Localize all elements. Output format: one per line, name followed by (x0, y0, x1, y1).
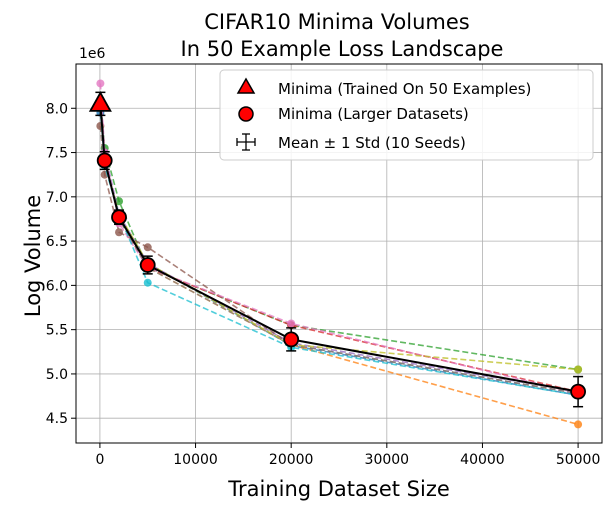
seed-point (115, 197, 124, 206)
y-multiplier-label: 1e6 (79, 46, 106, 62)
legend-frame (219, 69, 594, 161)
y-tick-label: 8.0 (46, 101, 68, 117)
larger-dataset-marker (111, 209, 127, 226)
seed-point (287, 319, 296, 328)
seed-point (143, 243, 152, 252)
x-axis-label: Training Dataset Size (227, 477, 450, 501)
x-tick-label: 50000 (556, 452, 601, 468)
larger-dataset-marker (96, 152, 113, 169)
larger-dataset-marker (139, 257, 156, 273)
x-axis-ticks: 0 10000 20000 30000 40000 50000 (95, 443, 600, 468)
y-tick-label: 7.0 (46, 190, 68, 206)
seed-line (99, 108, 579, 395)
x-tick-label: 20000 (269, 452, 314, 468)
legend-errorbar-marker (236, 133, 256, 151)
seed-line (99, 99, 579, 393)
seed-point (574, 365, 583, 374)
y-axis-ticks: 4.5 5.0 5.5 6.0 6.5 7.0 7.5 8.0 (46, 101, 76, 427)
y-axis-label: Log Volume (21, 195, 45, 317)
y-tick-label: 5.5 (46, 323, 68, 339)
legend-triangle-marker (236, 77, 256, 94)
y-tick-label: 6.5 (46, 234, 68, 250)
seed-point (574, 420, 583, 429)
seed-point (115, 228, 124, 237)
legend: Minima (Trained On 50 Examples) Minima (… (219, 69, 594, 161)
x-tick-label: 30000 (365, 452, 410, 468)
trained-50-marker (88, 90, 112, 112)
larger-dataset-marker (283, 331, 300, 348)
y-tick-label: 6.0 (46, 278, 68, 294)
chart-title-line-2: In 50 Example Loss Landscape (181, 37, 504, 61)
legend-label-larger-datasets: Minima (Larger Datasets) (278, 105, 469, 123)
plot-frame (75, 63, 603, 444)
seed-point (96, 79, 105, 88)
chart-title-line-1: CIFAR10 Minima Volumes (204, 10, 470, 34)
mean-line (88, 90, 586, 408)
x-tick-label: 10000 (173, 452, 218, 468)
y-tick-label: 5.0 (46, 367, 68, 383)
larger-dataset-marker (570, 383, 586, 400)
x-tick-label: 0 (95, 452, 104, 468)
legend-circle-marker (238, 106, 254, 122)
y-tick-label: 7.5 (46, 146, 68, 162)
legend-label-trained-50: Minima (Trained On 50 Examples) (278, 80, 531, 98)
y-tick-label: 4.5 (46, 411, 68, 427)
seed-point (143, 278, 152, 287)
legend-label-mean-std: Mean ± 1 Std (10 Seeds) (278, 134, 466, 152)
x-tick-label: 40000 (460, 452, 505, 468)
